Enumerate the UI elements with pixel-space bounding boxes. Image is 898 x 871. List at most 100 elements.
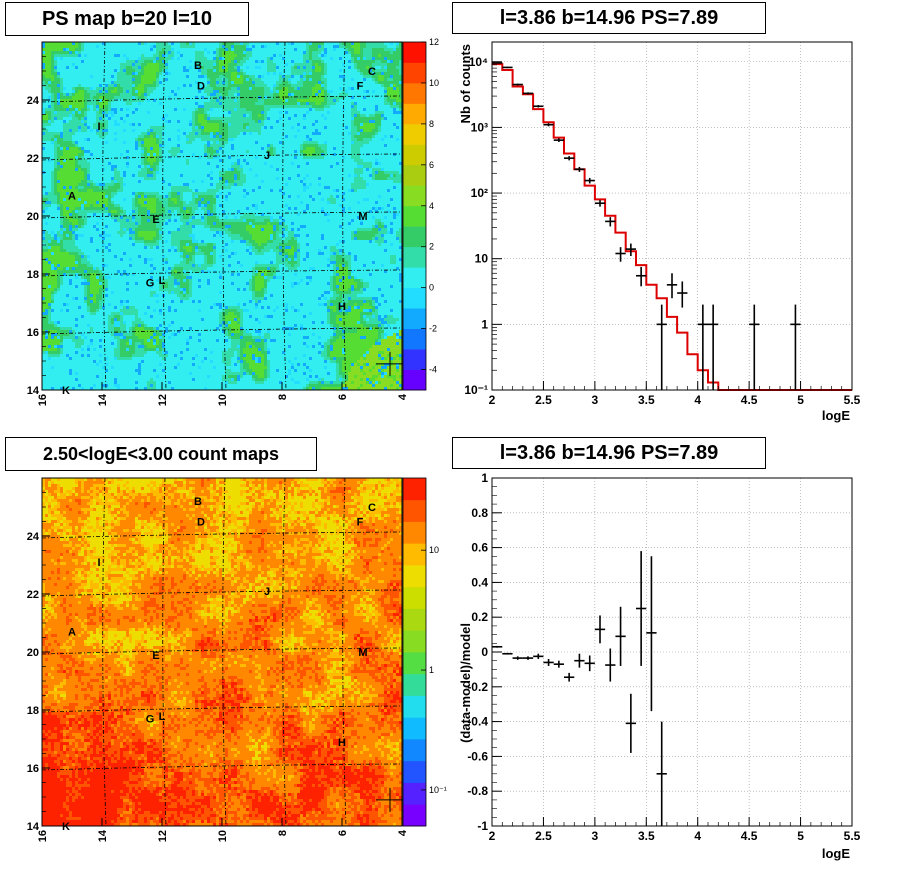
residuals-y-tick-label: -0.8 [467,784,488,798]
source-label-b: B [194,60,202,72]
colorbar-swatch [403,783,426,805]
map-y-tick-label: 16 [27,327,39,339]
data-point [585,178,595,184]
residual-point [554,661,564,668]
spectrum-y-axis-label: Nb of counts [458,44,473,123]
map-y-tick-label: 22 [27,153,39,165]
data-point [708,305,718,390]
data-point [698,305,708,390]
source-label-a: A [68,191,76,203]
colorbar-tick-label: -2 [429,324,437,334]
residuals-x-tick-label: 3 [592,829,599,843]
residuals-y-tick-label: 0.8 [471,506,488,520]
colorbar-swatch [403,739,426,761]
source-label-c: C [368,66,376,78]
data-point [657,305,667,390]
colorbar-swatch [403,674,426,696]
colorbar-swatch [403,308,426,329]
source-label-c: C [368,502,376,514]
map-x-tick-label: 8 [277,394,289,400]
map-x-tick-label: 12 [157,394,169,406]
spectrum-x-tick-label: 5 [797,393,804,407]
residual-point [492,646,502,648]
colorbar-swatch [403,83,426,104]
data-point [667,273,677,298]
data-point [626,244,636,256]
residuals-x-tick-label: 4 [694,829,701,843]
colorbar-swatch [403,62,426,83]
colorbar-swatch [403,165,426,186]
residuals-y-tick-label: 0 [481,645,488,659]
map-x-tick-label: 14 [97,393,109,406]
source-label-j: J [264,586,270,598]
colorbar-swatch [403,288,426,309]
residual-point [585,655,595,671]
source-label-f: F [357,81,364,93]
residual-point [523,656,533,659]
model-histogram-line [492,64,852,390]
colorbar-swatch [403,587,426,609]
colorbar-swatch [403,609,426,631]
map-x-tick-label: 12 [157,830,169,842]
residuals-y-tick-label: -1 [477,819,488,833]
residual-point [615,607,625,666]
map-y-tick-label: 20 [27,647,39,659]
colorbar-swatch [403,804,426,826]
residual-point [533,654,543,659]
colorbar-swatch [403,652,426,674]
source-label-h: H [338,737,346,749]
data-point [636,267,646,286]
source-label-k: K [62,385,70,397]
residual-point [636,551,646,666]
spectrum-x-tick-label: 4.5 [741,393,758,407]
data-point [492,62,502,63]
map-y-tick-label: 18 [27,269,39,281]
data-point [790,305,800,390]
colorbar-swatch [403,543,426,565]
colorbar-swatch [403,500,426,522]
source-label-k: K [62,821,70,833]
colorbar-swatch [403,329,426,350]
spectrum-y-tick-label: 10² [471,186,488,200]
residuals-x-tick-label: 4.5 [741,829,758,843]
source-label-b: B [194,496,202,508]
colorbar-swatch [403,522,426,544]
spectrum-y-tick-label: 10⁻¹ [464,383,488,397]
colorbar-swatch [403,761,426,783]
data-point [513,84,523,86]
map-y-tick-label: 24 [27,95,40,107]
data-point [615,247,625,262]
colorbar-swatch [403,185,426,206]
residuals-grid [492,478,852,826]
source-label-g: G [146,714,155,726]
colorbar-swatch [403,247,426,268]
spectrum-frame [492,42,852,390]
spectrum-y-tick-label: 1 [481,317,488,331]
colorbar-tick-label: 10 [429,545,439,555]
map-x-tick-label: 10 [217,830,229,842]
spectrum-x-axis-label: logE [822,408,850,423]
map-x-tick-label: 8 [277,830,289,836]
map-x-tick-label: 4 [397,829,409,836]
residuals-x-tick-label: 2.5 [535,829,552,843]
residuals-y-axis-label: (data-model)/model [458,623,473,743]
colorbar-tick-label: 10⁻¹ [429,785,447,795]
residual-point [513,656,523,659]
colorbar-tick-label: 8 [429,119,434,129]
spectrum-grid [492,42,852,390]
data-point [605,217,615,226]
source-label-f: F [357,517,364,529]
map-y-tick-label: 16 [27,763,39,775]
residuals-y-tick-label: -0.6 [467,749,488,763]
source-label-d: D [197,517,205,529]
source-label-i: I [97,557,100,569]
map-x-tick-label: 6 [337,394,349,400]
colorbar-swatch [403,42,426,63]
map-y-tick-label: 24 [27,531,40,543]
source-label-m: M [358,211,367,223]
colorbar-swatch [403,103,426,124]
source-label-l: L [159,275,166,287]
